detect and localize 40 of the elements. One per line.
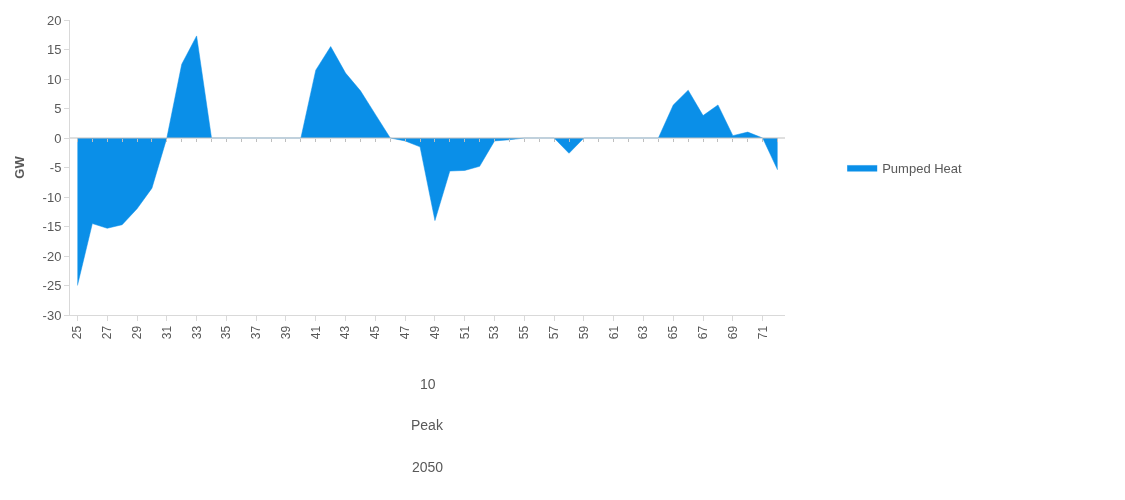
y-tick-label: 0 [54, 130, 62, 146]
legend-label: Pumped Heat [882, 160, 963, 176]
y-tick-label: 15 [46, 42, 62, 58]
x-tick-label: 37 [249, 325, 264, 340]
x-tick-label: 57 [547, 325, 562, 340]
y-tick-label: -10 [42, 189, 62, 205]
text: 2050 [412, 459, 444, 475]
x-tick-label: 55 [517, 325, 532, 340]
x-tick-label: 27 [100, 325, 115, 340]
y-tick-label: -15 [42, 219, 62, 235]
x-tick-label: 31 [159, 325, 174, 340]
x-tick-label: 29 [129, 325, 144, 340]
x-tick-label: 25 [70, 325, 85, 340]
x-tick-label: 47 [398, 325, 413, 340]
y-tick-label: -25 [42, 278, 62, 294]
x-tick-label: 71 [755, 325, 770, 340]
x-tick-label: 65 [666, 325, 681, 340]
x-tick-label: 49 [427, 325, 442, 340]
x-tick-label: 35 [219, 325, 234, 340]
x-tick-label: 45 [368, 325, 383, 340]
x-tick-label: 59 [576, 325, 591, 340]
x-tick-label: 43 [338, 325, 353, 340]
y-tick-label: 20 [46, 12, 62, 28]
x-tick-label: 61 [606, 325, 621, 340]
text: 10 [420, 376, 436, 392]
x-tick-label: 53 [487, 325, 502, 340]
x-tick-label: 69 [725, 325, 740, 340]
y-tick-label: -30 [42, 307, 62, 323]
x-tick-label: 63 [636, 325, 651, 340]
y-tick-label: 10 [46, 71, 62, 87]
y-tick-label: -20 [42, 248, 62, 264]
x-tick-label: 33 [189, 325, 204, 340]
x-tick-label: 39 [278, 325, 293, 340]
y-tick-label: -5 [49, 160, 62, 176]
text: Peak [411, 417, 444, 433]
x-tick-label: 51 [457, 325, 472, 340]
y-tick-label: 5 [54, 101, 62, 117]
x-tick-label: 41 [308, 325, 323, 340]
y-axis-title: GW [11, 155, 27, 179]
x-tick-label: 67 [695, 325, 710, 340]
